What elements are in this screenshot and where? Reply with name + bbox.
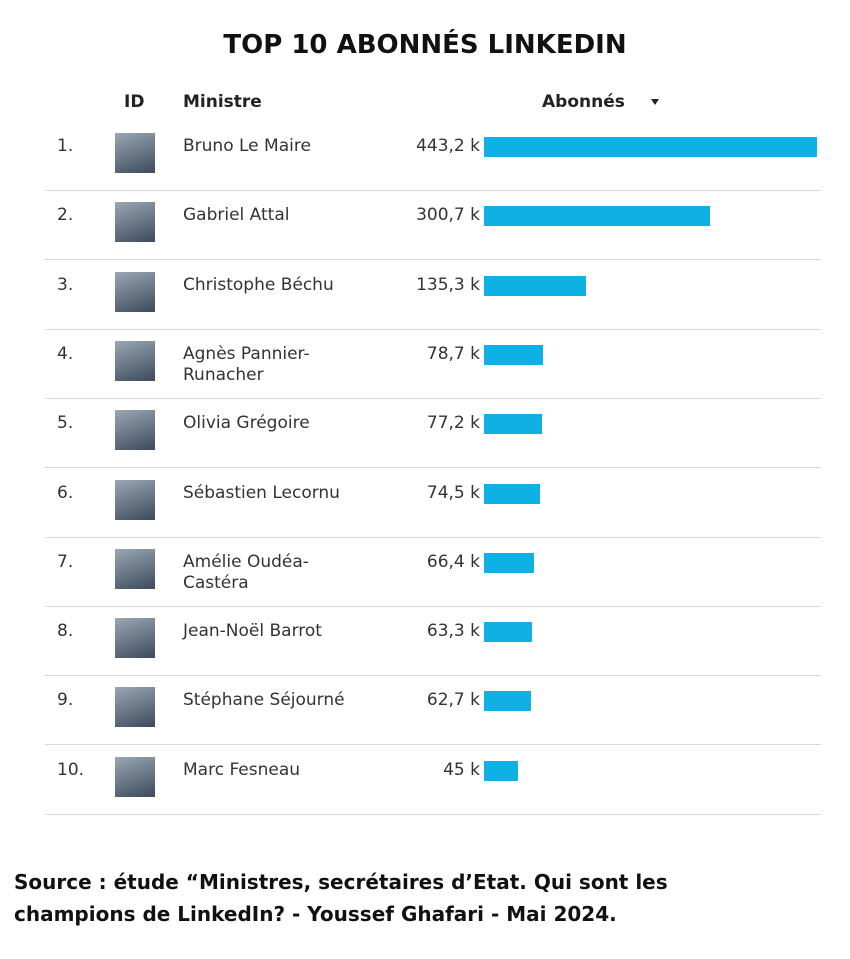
value-label: 66,4 k <box>426 551 480 572</box>
name: Christophe Béchu <box>183 274 334 295</box>
header-id: ID <box>124 92 145 112</box>
separator <box>45 744 821 746</box>
bar <box>484 691 532 712</box>
chart-title: TOP 10 ABONNÉS LINKEDIN <box>223 30 627 60</box>
rank: 8. <box>57 621 74 642</box>
rank: 5. <box>57 413 74 434</box>
separator <box>45 605 821 607</box>
value-label: 74,5 k <box>426 482 480 503</box>
photo <box>115 340 155 381</box>
value-label: 45 k <box>443 759 480 780</box>
value-label: 63,3 k <box>426 621 480 642</box>
name: Gabriel Attal <box>183 205 290 226</box>
bar <box>484 137 817 157</box>
separator <box>45 190 821 191</box>
name: Bruno Le Maire <box>183 136 311 156</box>
name: Jean-Noël Barrot <box>183 621 322 642</box>
name: Sébastien Lecornu <box>183 482 340 503</box>
separator <box>45 675 821 677</box>
value-label: 300,7 k <box>416 205 480 226</box>
rank: 1. <box>57 136 74 156</box>
photo <box>115 271 155 312</box>
rank: 9. <box>57 690 74 711</box>
bar <box>484 206 710 227</box>
photo <box>115 479 155 520</box>
photo <box>115 202 155 243</box>
value-label: 77,2 k <box>426 413 480 434</box>
source: Source : étude “Ministres, secrétaires d… <box>14 870 668 926</box>
value-label: 135,3 k <box>416 274 480 295</box>
sort-icon <box>651 99 659 105</box>
header-value: Abonnés <box>542 92 625 112</box>
bar <box>484 414 542 435</box>
rank: 7. <box>57 551 74 572</box>
rank: 2. <box>57 205 74 226</box>
bar <box>484 622 532 643</box>
name: Amélie Oudéa-Castéra <box>183 551 309 593</box>
name: Agnès Pannier-Runacher <box>183 343 310 385</box>
bar <box>484 344 544 365</box>
rank: 3. <box>57 274 74 295</box>
rank: 10. <box>57 759 85 780</box>
header-name: Ministre <box>183 92 262 112</box>
separator <box>45 813 821 815</box>
separator <box>45 397 821 399</box>
photo <box>115 756 155 797</box>
bar <box>484 552 534 573</box>
separator <box>45 328 821 330</box>
name: Olivia Grégoire <box>183 413 310 434</box>
rank: 4. <box>57 343 74 364</box>
photo <box>115 410 155 451</box>
separator <box>45 536 821 538</box>
separator <box>45 467 821 469</box>
bar <box>484 275 586 296</box>
rank: 6. <box>57 482 74 503</box>
separator <box>45 259 821 261</box>
photo <box>115 133 155 173</box>
photo <box>115 687 155 728</box>
name: Stéphane Séjourné <box>183 690 345 711</box>
bar <box>484 760 518 781</box>
photo <box>115 618 155 659</box>
bar <box>484 483 540 504</box>
value-label: 443,2 k <box>416 136 480 156</box>
value-label: 62,7 k <box>426 690 480 711</box>
photo <box>115 548 155 589</box>
value-label: 78,7 k <box>426 343 480 364</box>
name: Marc Fesneau <box>183 759 301 780</box>
